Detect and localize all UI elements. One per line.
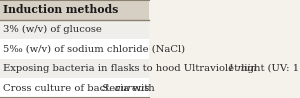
Text: S. aureus: S. aureus xyxy=(102,84,150,93)
FancyBboxPatch shape xyxy=(0,0,149,20)
Text: 3% (w/v) of glucose: 3% (w/v) of glucose xyxy=(3,25,102,34)
Text: Exposing bacteria in flasks to hood Ultraviolet light (UV: 1.3 kW) for: Exposing bacteria in flasks to hood Ultr… xyxy=(3,64,300,73)
FancyBboxPatch shape xyxy=(0,20,149,39)
Text: Cross culture of bacteria with: Cross culture of bacteria with xyxy=(3,84,158,93)
FancyBboxPatch shape xyxy=(0,39,149,59)
FancyBboxPatch shape xyxy=(0,78,149,98)
Text: 5‰ (w/v) of sodium chloride (NaCl): 5‰ (w/v) of sodium chloride (NaCl) xyxy=(3,44,185,54)
FancyBboxPatch shape xyxy=(0,59,149,78)
Text: 1 min: 1 min xyxy=(227,64,256,73)
Text: Induction methods: Induction methods xyxy=(3,4,118,15)
